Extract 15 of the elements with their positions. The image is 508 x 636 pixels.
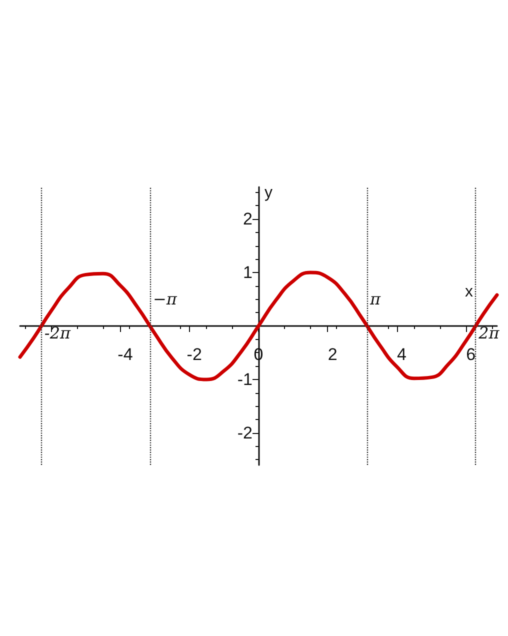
x-tick-label: -2: [186, 345, 202, 364]
y-tick-label: -1: [237, 370, 252, 389]
x-axis-title: x: [465, 284, 473, 300]
ref-line-label: π: [369, 290, 382, 308]
ref-line-label: −π: [152, 290, 178, 308]
y-axis-title: y: [264, 184, 272, 202]
y-tick-label: -2: [237, 423, 252, 442]
ref-line-label: 2π: [478, 324, 500, 342]
x-tick-label: 6: [466, 345, 476, 364]
y-tick-label: 2: [243, 210, 252, 229]
x-tick-label: -4: [118, 345, 133, 364]
x-tick-label: 4: [397, 345, 406, 364]
ref-line-label: -2π: [44, 324, 72, 342]
x-tick-label: 2: [328, 345, 338, 364]
y-tick-label: 1: [243, 263, 252, 282]
